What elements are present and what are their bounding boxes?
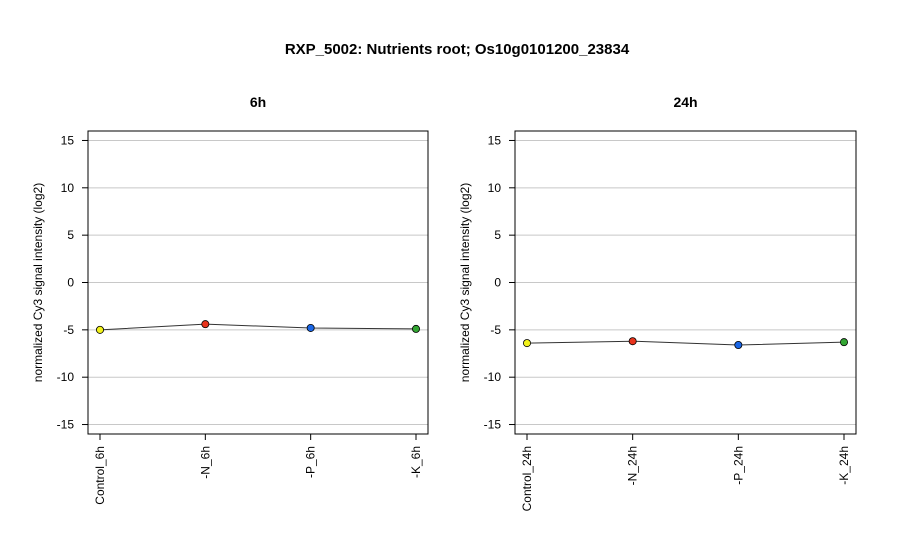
y-tick-label: -10: [484, 370, 502, 384]
panel-6h: 6h -15 -10 -5 0 5 10 15 normalized Cy3 signal in…: [31, 94, 429, 505]
data-point: [523, 339, 532, 348]
figure-title: RXP_5002: Nutrients root; Os10g0101200_2…: [285, 41, 630, 58]
data-point: [628, 337, 637, 346]
y-axis-label: normalized Cy3 signal intensity (log2): [31, 183, 45, 382]
data-point: [201, 320, 210, 329]
x-tick-label: -P_24h: [731, 446, 745, 485]
x-tick-label: -N_24h: [626, 446, 640, 485]
panel-title-6h: 6h: [250, 94, 266, 110]
y-tick-label: 0: [67, 276, 74, 290]
y-tick-label: 15: [488, 133, 502, 147]
x-tick-label: -K_6h: [409, 446, 423, 478]
x-tick-label: Control_6h: [93, 446, 107, 505]
y-tick-label: -15: [57, 418, 75, 432]
y-tick-label: 10: [488, 181, 502, 195]
y-axis-label: normalized Cy3 signal intensity (log2): [458, 183, 472, 382]
y-tick-label: 10: [61, 181, 75, 195]
series-line: [99, 323, 417, 331]
data-point: [840, 338, 849, 347]
y-tick-label: 5: [494, 228, 501, 242]
y-tick-label: -15: [484, 418, 502, 432]
data-point: [96, 325, 105, 334]
y-tick-label: 0: [494, 276, 501, 290]
x-tick-label: -K_24h: [837, 446, 851, 485]
y-tick-label: -5: [63, 323, 74, 337]
data-point: [734, 340, 743, 349]
x-tick-label: -P_6h: [304, 446, 318, 478]
y-tick-label: 5: [67, 228, 74, 242]
panel-24h: 24h -15 -10 -5 0 5 10 15 normalized Cy3 signal i…: [458, 94, 857, 511]
series-line: [526, 340, 845, 346]
data-point: [306, 323, 315, 332]
y-tick-label: -10: [57, 370, 75, 384]
panel-title-24h: 24h: [673, 94, 697, 110]
x-tick-label: Control_24h: [520, 446, 534, 511]
x-tick-label: -N_6h: [198, 446, 212, 479]
y-tick-label: 15: [61, 133, 75, 147]
y-tick-label: -5: [490, 323, 501, 337]
data-point: [411, 324, 420, 333]
